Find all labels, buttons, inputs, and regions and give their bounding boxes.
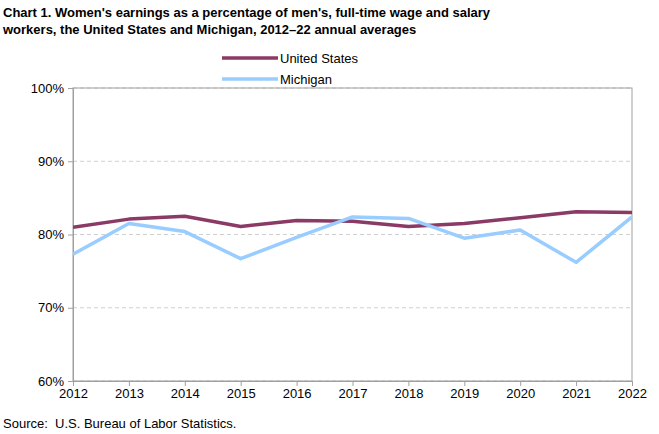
x-tick-label: 2014 [171, 386, 200, 401]
grid-line [73, 161, 632, 162]
x-tick-label: 2012 [59, 386, 88, 401]
y-tick-label: 90% [38, 154, 64, 169]
y-tick: 70% [38, 300, 73, 315]
y-tick: 80% [38, 227, 73, 242]
grid-line [73, 234, 632, 235]
x-tick: 2018 [394, 381, 423, 401]
y-tick-label: 70% [38, 300, 64, 315]
grid [73, 88, 632, 381]
y-tick-mark [68, 235, 73, 236]
chart: Chart 1. Women's earnings as a percentag… [0, 0, 659, 434]
x-tick: 2022 [618, 381, 647, 401]
y-axis: 60%70%80%90%100% [31, 81, 74, 389]
source: Source: U.S. Bureau of Labor Statistics. [3, 416, 236, 431]
x-tick: 2021 [562, 381, 591, 401]
y-tick-label: 100% [31, 81, 65, 96]
series-line [73, 212, 632, 227]
y-tick: 100% [31, 81, 73, 96]
x-tick-label: 2017 [339, 386, 368, 401]
x-tick-label: 2018 [394, 386, 423, 401]
y-tick-mark [68, 161, 73, 162]
x-tick: 2012 [59, 381, 88, 401]
legend-label: United States [280, 51, 359, 66]
title: Chart 1. Women's earnings as a percentag… [3, 5, 491, 20]
plot-frame [73, 88, 632, 381]
legend-swatch [222, 56, 278, 60]
y-tick-label: 80% [38, 227, 64, 242]
y-tick-mark [68, 381, 73, 382]
y-tick-mark [68, 308, 73, 309]
x-tick: 2020 [506, 381, 535, 401]
legend-swatch [222, 77, 278, 81]
x-tick-label: 2020 [506, 386, 535, 401]
x-axis: 2012 2013 2014 2015 2016 2017 2018 2019 2020 2021… [59, 381, 647, 401]
x-tick-label: 2016 [283, 386, 312, 401]
x-tick-label: 2015 [227, 386, 256, 401]
x-tick-label: 2013 [115, 386, 144, 401]
x-tick: 2019 [450, 381, 479, 401]
grid-line [73, 307, 632, 308]
y-tick: 90% [38, 154, 73, 169]
legend-label: Michigan [280, 72, 332, 87]
x-tick: 2013 [115, 381, 144, 401]
series-group [73, 212, 632, 263]
x-tick: 2016 [283, 381, 312, 401]
x-tick: 2015 [227, 381, 256, 401]
x-tick: 2014 [171, 381, 200, 401]
x-tick: 2017 [339, 381, 368, 401]
title: workers, the United States and Michigan,… [2, 22, 416, 37]
legend: United States Michigan [222, 51, 359, 87]
x-tick-label: 2021 [562, 386, 591, 401]
x-tick-label: 2022 [618, 386, 647, 401]
series-line [73, 217, 632, 262]
x-tick-label: 2019 [450, 386, 479, 401]
y-tick-mark [68, 88, 73, 89]
